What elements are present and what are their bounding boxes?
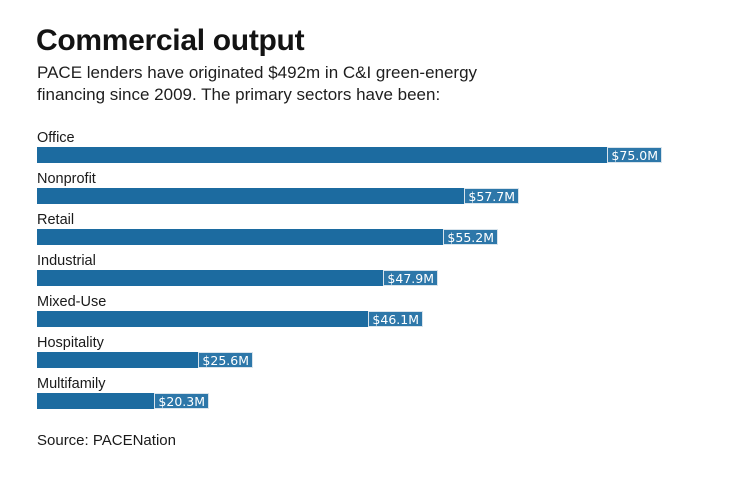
- bar-group: Retail $55.2M: [37, 213, 702, 245]
- category-label: Industrial: [37, 253, 96, 269]
- category-label: Multifamily: [37, 376, 106, 392]
- bar-group: Industrial $47.9M: [37, 254, 702, 286]
- subtitle-line-2: financing since 2009. The primary sector…: [37, 84, 441, 104]
- category-label: Nonprofit: [37, 171, 96, 187]
- bar: $75.0M: [37, 147, 662, 163]
- bar: $25.6M: [37, 352, 253, 368]
- bar-group: Hospitality $25.6M: [37, 336, 702, 368]
- bar-group: Office $75.0M: [37, 131, 702, 163]
- value-label: $55.2M: [443, 229, 498, 245]
- subtitle-line-1: PACE lenders have originated $492m in C&…: [37, 63, 478, 82]
- category-label: Hospitality: [37, 335, 104, 351]
- value-label: $25.6M: [198, 352, 253, 368]
- category-label: Office: [37, 130, 75, 146]
- value-label: $46.1M: [368, 311, 423, 327]
- bar-group: Nonprofit $57.7M: [37, 172, 702, 204]
- bar-group: Mixed-Use $46.1M: [37, 295, 702, 327]
- bar: $47.9M: [37, 270, 438, 286]
- bar: $20.3M: [37, 393, 209, 409]
- bar: $55.2M: [37, 229, 498, 245]
- bar-group: Multifamily $20.3M: [37, 377, 702, 409]
- category-label: Retail: [37, 212, 75, 228]
- value-label: $75.0M: [607, 147, 662, 163]
- category-label: Mixed-Use: [37, 294, 107, 310]
- value-label: $20.3M: [154, 393, 209, 409]
- bar: $46.1M: [37, 311, 423, 327]
- bar: $57.7M: [37, 188, 519, 204]
- bar-chart: Office $75.0M Nonprofit $57.7M Retail $55.2M I…: [37, 131, 702, 418]
- value-label: $57.7M: [464, 188, 519, 204]
- value-label: $47.9M: [383, 270, 438, 286]
- page-title: Commercial output: [36, 24, 305, 57]
- source-attribution: Source: PACENation: [37, 432, 176, 449]
- chart-subtitle: PACE lenders have originated $492m in C&…: [37, 62, 477, 105]
